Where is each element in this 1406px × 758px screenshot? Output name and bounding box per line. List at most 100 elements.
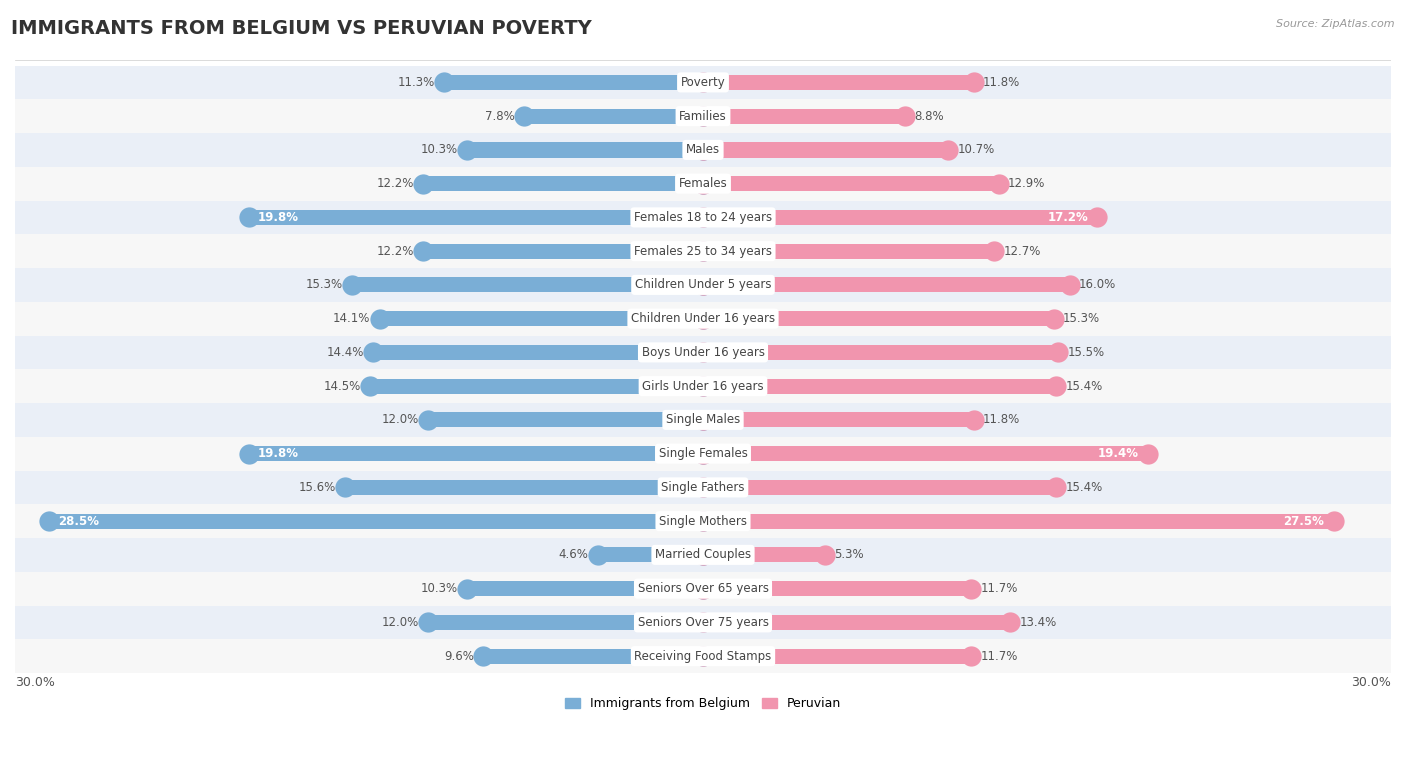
Text: 8.8%: 8.8% xyxy=(914,110,943,123)
Bar xyxy=(15,538,1391,572)
Bar xyxy=(703,210,1098,225)
Text: 13.4%: 13.4% xyxy=(1019,616,1057,629)
Text: 10.7%: 10.7% xyxy=(957,143,995,156)
Text: 19.8%: 19.8% xyxy=(259,447,299,460)
Bar xyxy=(703,581,972,597)
Bar xyxy=(15,336,1391,369)
Bar xyxy=(467,143,703,158)
Text: Children Under 5 years: Children Under 5 years xyxy=(634,278,772,291)
Bar xyxy=(15,437,1391,471)
Bar xyxy=(15,606,1391,639)
Text: 10.3%: 10.3% xyxy=(420,143,457,156)
Bar xyxy=(524,108,703,124)
Text: 11.8%: 11.8% xyxy=(983,76,1019,89)
Text: Seniors Over 65 years: Seniors Over 65 years xyxy=(637,582,769,595)
Text: 7.8%: 7.8% xyxy=(485,110,515,123)
Text: Females 18 to 24 years: Females 18 to 24 years xyxy=(634,211,772,224)
Text: 12.2%: 12.2% xyxy=(377,177,413,190)
Bar xyxy=(15,639,1391,673)
Text: Single Males: Single Males xyxy=(666,413,740,427)
Bar xyxy=(482,649,703,664)
Bar xyxy=(15,268,1391,302)
Text: 15.5%: 15.5% xyxy=(1067,346,1105,359)
Text: Females: Females xyxy=(679,177,727,190)
Text: 12.2%: 12.2% xyxy=(377,245,413,258)
Text: 11.3%: 11.3% xyxy=(398,76,434,89)
Bar xyxy=(15,201,1391,234)
Text: Males: Males xyxy=(686,143,720,156)
Text: 19.4%: 19.4% xyxy=(1098,447,1139,460)
Text: Single Females: Single Females xyxy=(658,447,748,460)
Bar xyxy=(703,480,1056,495)
Text: Single Mothers: Single Mothers xyxy=(659,515,747,528)
Bar xyxy=(423,176,703,191)
Bar xyxy=(15,369,1391,403)
Bar xyxy=(703,649,972,664)
Text: Source: ZipAtlas.com: Source: ZipAtlas.com xyxy=(1277,19,1395,29)
Bar xyxy=(467,581,703,597)
Bar xyxy=(703,446,1147,461)
Text: Boys Under 16 years: Boys Under 16 years xyxy=(641,346,765,359)
Bar xyxy=(703,108,905,124)
Text: 9.6%: 9.6% xyxy=(444,650,474,662)
Bar xyxy=(15,234,1391,268)
Bar xyxy=(15,133,1391,167)
Text: Poverty: Poverty xyxy=(681,76,725,89)
Text: 14.5%: 14.5% xyxy=(323,380,361,393)
Bar xyxy=(703,412,973,428)
Bar xyxy=(380,311,703,326)
Text: 30.0%: 30.0% xyxy=(1351,675,1391,689)
Text: Families: Families xyxy=(679,110,727,123)
Bar xyxy=(249,446,703,461)
Text: Receiving Food Stamps: Receiving Food Stamps xyxy=(634,650,772,662)
Bar xyxy=(703,547,824,562)
Bar xyxy=(444,75,703,90)
Text: 14.4%: 14.4% xyxy=(326,346,364,359)
Bar xyxy=(49,514,703,529)
Text: Girls Under 16 years: Girls Under 16 years xyxy=(643,380,763,393)
Text: 15.3%: 15.3% xyxy=(1063,312,1099,325)
Text: 11.8%: 11.8% xyxy=(983,413,1019,427)
Bar xyxy=(703,176,998,191)
Bar xyxy=(346,480,703,495)
Bar xyxy=(703,311,1054,326)
Text: 15.4%: 15.4% xyxy=(1066,380,1102,393)
Text: 12.0%: 12.0% xyxy=(381,616,419,629)
Bar xyxy=(427,412,703,428)
Bar xyxy=(703,514,1334,529)
Text: Married Couples: Married Couples xyxy=(655,548,751,562)
Text: 14.1%: 14.1% xyxy=(333,312,370,325)
Bar xyxy=(703,243,994,258)
Text: 10.3%: 10.3% xyxy=(420,582,457,595)
Bar xyxy=(249,210,703,225)
Bar xyxy=(703,143,949,158)
Bar xyxy=(370,378,703,393)
Text: 15.6%: 15.6% xyxy=(299,481,336,494)
Text: 17.2%: 17.2% xyxy=(1047,211,1088,224)
Text: 11.7%: 11.7% xyxy=(980,650,1018,662)
Bar xyxy=(427,615,703,630)
Bar xyxy=(15,572,1391,606)
Bar xyxy=(703,277,1070,293)
Text: Seniors Over 75 years: Seniors Over 75 years xyxy=(637,616,769,629)
Text: 19.8%: 19.8% xyxy=(259,211,299,224)
Bar xyxy=(15,302,1391,336)
Bar xyxy=(15,99,1391,133)
Text: Females 25 to 34 years: Females 25 to 34 years xyxy=(634,245,772,258)
Bar xyxy=(598,547,703,562)
Text: 12.7%: 12.7% xyxy=(1004,245,1040,258)
Bar xyxy=(703,345,1059,360)
Text: 28.5%: 28.5% xyxy=(59,515,100,528)
Text: 30.0%: 30.0% xyxy=(15,675,55,689)
Text: 15.4%: 15.4% xyxy=(1066,481,1102,494)
Bar xyxy=(15,403,1391,437)
Text: Single Fathers: Single Fathers xyxy=(661,481,745,494)
Text: 5.3%: 5.3% xyxy=(834,548,863,562)
Bar xyxy=(423,243,703,258)
Text: IMMIGRANTS FROM BELGIUM VS PERUVIAN POVERTY: IMMIGRANTS FROM BELGIUM VS PERUVIAN POVE… xyxy=(11,19,592,38)
Legend: Immigrants from Belgium, Peruvian: Immigrants from Belgium, Peruvian xyxy=(560,692,846,715)
Bar xyxy=(352,277,703,293)
Text: 15.3%: 15.3% xyxy=(307,278,343,291)
Bar xyxy=(15,504,1391,538)
Bar xyxy=(373,345,703,360)
